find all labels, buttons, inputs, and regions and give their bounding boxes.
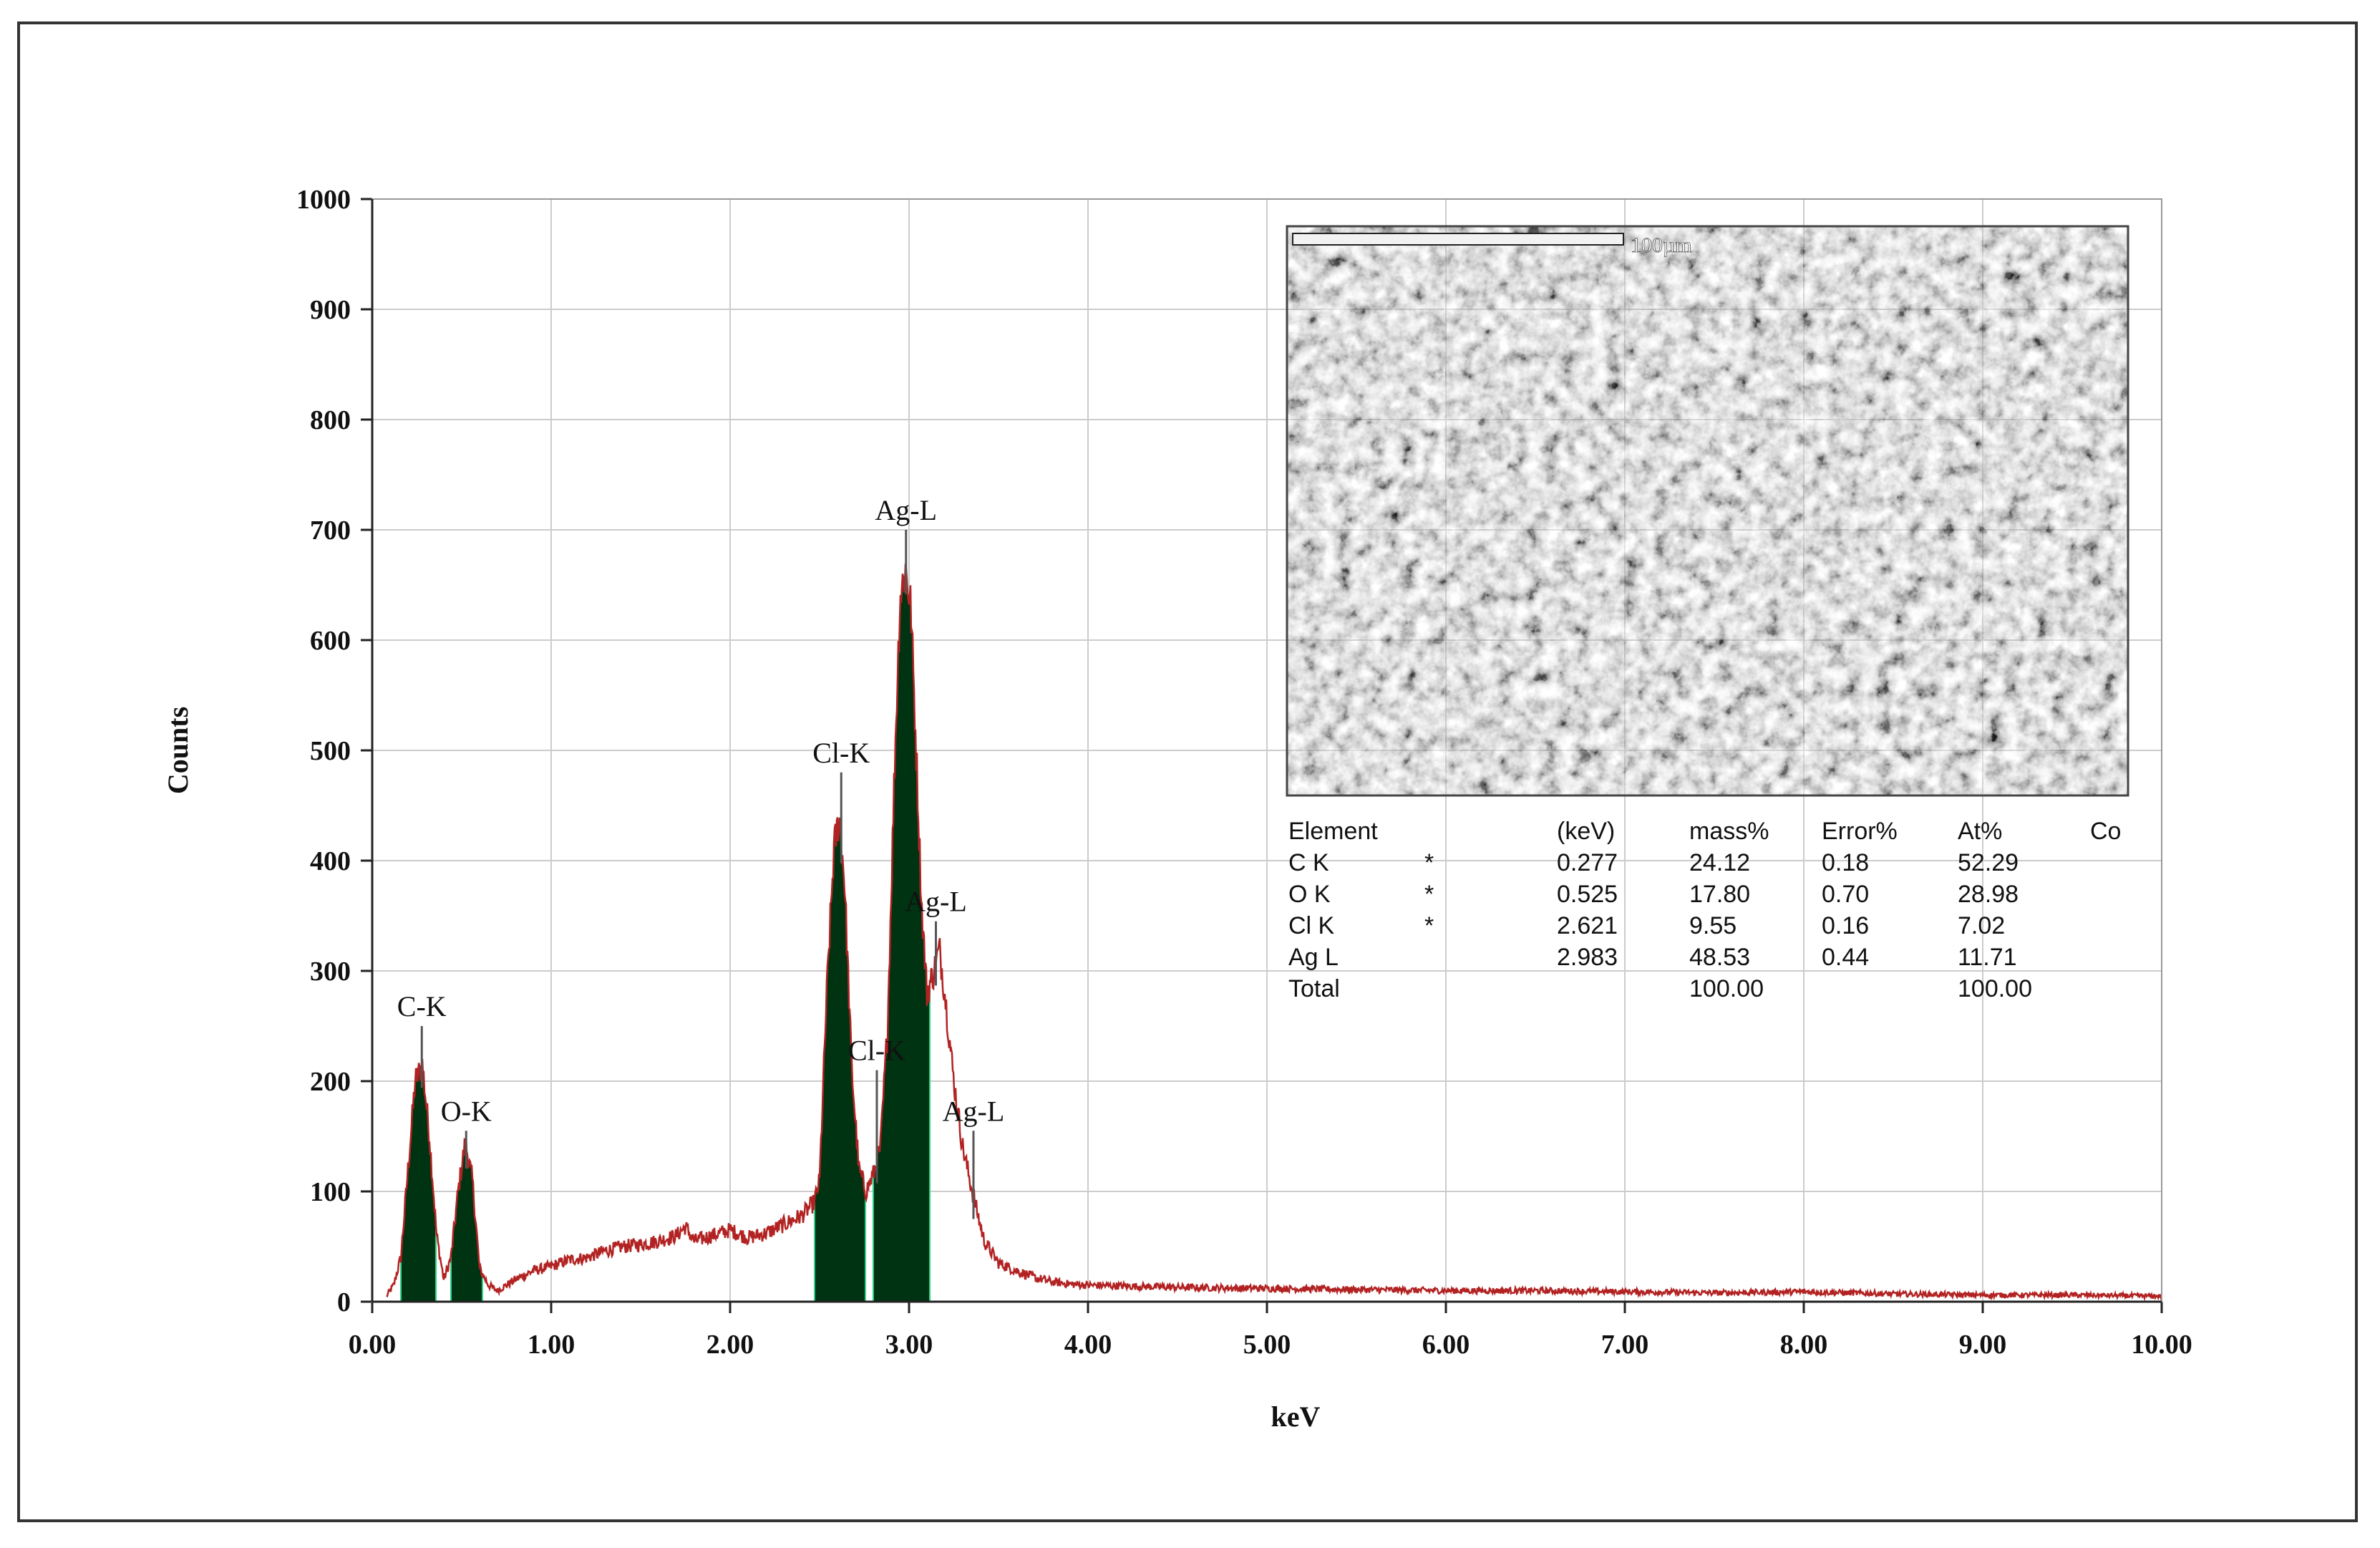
tick-labels: 0.00 1.00 2.00 3.00 4.00 5.00 6.00 7.00 8.00 9.00… [296, 185, 2192, 1360]
y-tick-label: 900 [310, 295, 351, 325]
x-tick-label: 3.00 [885, 1330, 933, 1360]
table-cell: * [1424, 881, 1434, 908]
y-tick-label: 600 [310, 626, 351, 656]
x-tick-label: 4.00 [1064, 1330, 1112, 1360]
table-cell: O K [1288, 881, 1331, 908]
x-tick-label: 2.00 [706, 1330, 754, 1360]
table-cell: 48.53 [1689, 944, 1750, 971]
table-cell: 2.983 [1557, 944, 1618, 971]
y-tick-label: 300 [310, 957, 351, 987]
x-tick-label: 10.00 [2131, 1330, 2192, 1360]
table-cell: 0.525 [1557, 881, 1618, 908]
table-cell: * [1424, 849, 1434, 876]
spectrum-line-group [386, 563, 2162, 1302]
table-cell: 0.16 [1822, 912, 1869, 939]
peak-fill [400, 1059, 437, 1302]
x-tick-label: 8.00 [1780, 1330, 1828, 1360]
peak-annotations: C-K O-K Cl-K Ag-L Ag-L Cl-K Ag-L [397, 494, 1005, 1219]
table-header-cell: (keV) [1557, 818, 1615, 845]
scale-bar [1292, 233, 1624, 246]
y-tick-label: 0 [337, 1287, 351, 1317]
x-tick-label: 0.00 [349, 1330, 397, 1360]
peak-label: Ag-L [875, 494, 937, 526]
table-header-cell: Element [1288, 818, 1378, 845]
peak-label: Ag-L [905, 886, 967, 918]
y-axis-label: Counts [162, 707, 194, 794]
composition-table: Element (keV) mass% Error% At% Co C K * 0.277 24.… [1288, 818, 2121, 1002]
y-tick-label: 500 [310, 736, 351, 766]
table-cell: C K [1288, 849, 1329, 876]
x-axis-label: keV [1271, 1401, 1321, 1433]
sem-image [1287, 226, 2128, 795]
table-cell: 0.44 [1822, 944, 1869, 971]
table-header-cell: At% [1958, 818, 2002, 845]
scale-bar-label: 100µm [1631, 233, 1692, 257]
table-header-cell: Error% [1822, 818, 1898, 845]
table-cell: 0.70 [1822, 881, 1869, 908]
table-cell: Cl K [1288, 912, 1335, 939]
y-tick-label: 700 [310, 516, 351, 546]
peak-fill [873, 563, 931, 1302]
x-tick-label: 9.00 [1959, 1330, 2007, 1360]
sem-image-border [1286, 225, 2129, 797]
table-cell: 2.621 [1557, 912, 1618, 939]
y-tick-label: 100 [310, 1177, 351, 1207]
table-cell: 17.80 [1689, 881, 1750, 908]
y-tick-label: 400 [310, 846, 351, 876]
x-tick-label: 1.00 [528, 1330, 575, 1360]
peak-label: Cl-K [848, 1035, 905, 1067]
spectrum-line [386, 563, 2162, 1302]
table-cell: Ag L [1288, 944, 1339, 971]
table-header-cell: mass% [1689, 818, 1769, 845]
table-cell: 28.98 [1958, 881, 2019, 908]
table-cell: 52.29 [1958, 849, 2019, 876]
peak-label: Cl-K [812, 737, 870, 769]
table-cell: Total [1288, 975, 1340, 1002]
table-cell: 100.00 [1689, 975, 1764, 1002]
peak-label: C-K [397, 990, 447, 1022]
axes [361, 198, 2163, 1313]
table-cell: 0.18 [1822, 849, 1869, 876]
x-tick-label: 5.00 [1243, 1330, 1291, 1360]
x-tick-label: 6.00 [1422, 1330, 1470, 1360]
table-cell: 24.12 [1689, 849, 1750, 876]
table-cell: 7.02 [1958, 912, 2005, 939]
table-cell: 9.55 [1689, 912, 1737, 939]
table-cell: * [1424, 912, 1434, 939]
table-cell: 0.277 [1557, 849, 1618, 876]
table-header-cell: Co [2090, 818, 2121, 845]
peak-label: Ag-L [943, 1095, 1005, 1127]
table-cell: 100.00 [1958, 975, 2032, 1002]
x-tick-label: 7.00 [1601, 1330, 1649, 1360]
table-cell: 11.71 [1958, 944, 2017, 971]
y-tick-label: 200 [310, 1067, 351, 1097]
sem-inset: 100µm Element (keV) mass% Error% At% Co C K * 0.… [1286, 225, 2129, 1002]
y-tick-label: 1000 [296, 185, 351, 215]
peak-label: O-K [441, 1095, 492, 1127]
y-tick-label: 800 [310, 405, 351, 435]
